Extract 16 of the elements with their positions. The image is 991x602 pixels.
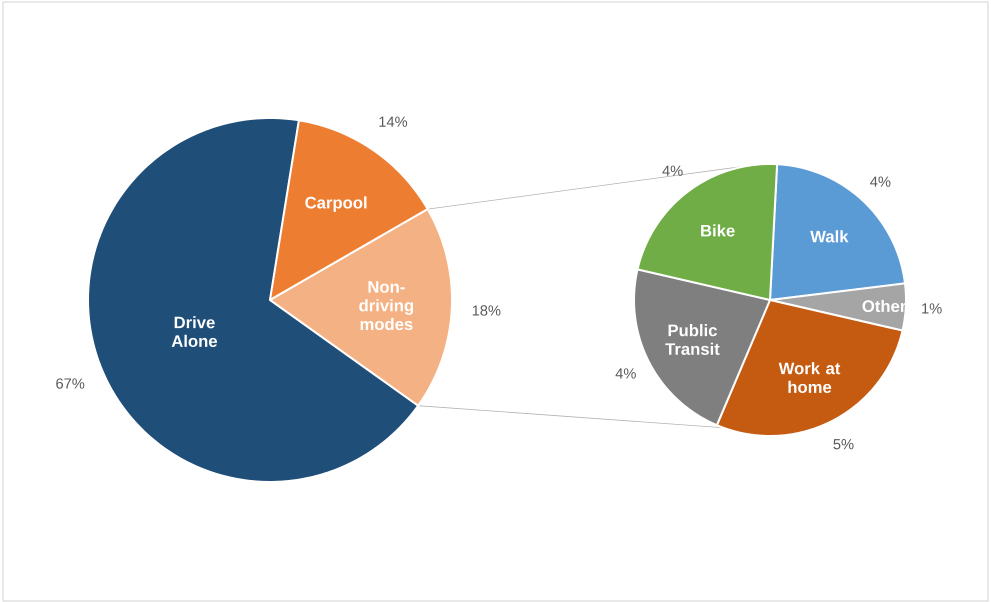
data-label: 4% (616, 368, 636, 379)
data-label: 1% (922, 303, 942, 314)
slice-label: Bike (701, 224, 735, 237)
data-label: 4% (870, 176, 890, 187)
data-label: 4% (662, 166, 683, 176)
slice-label: Public Transit (665, 324, 720, 355)
data-label: 14% (379, 116, 408, 127)
slice-label: Carpool (305, 196, 366, 212)
slice-label: Work at home (778, 362, 840, 393)
slice-label: Walk (810, 230, 849, 242)
slice-label: Other (862, 300, 906, 312)
data-label: 67% (56, 378, 84, 389)
data-label: 5% (833, 439, 854, 450)
slice-label: Non-driving modes (359, 281, 414, 330)
slice-label: Drive Alone (172, 316, 218, 348)
data-label: 18% (472, 305, 500, 316)
